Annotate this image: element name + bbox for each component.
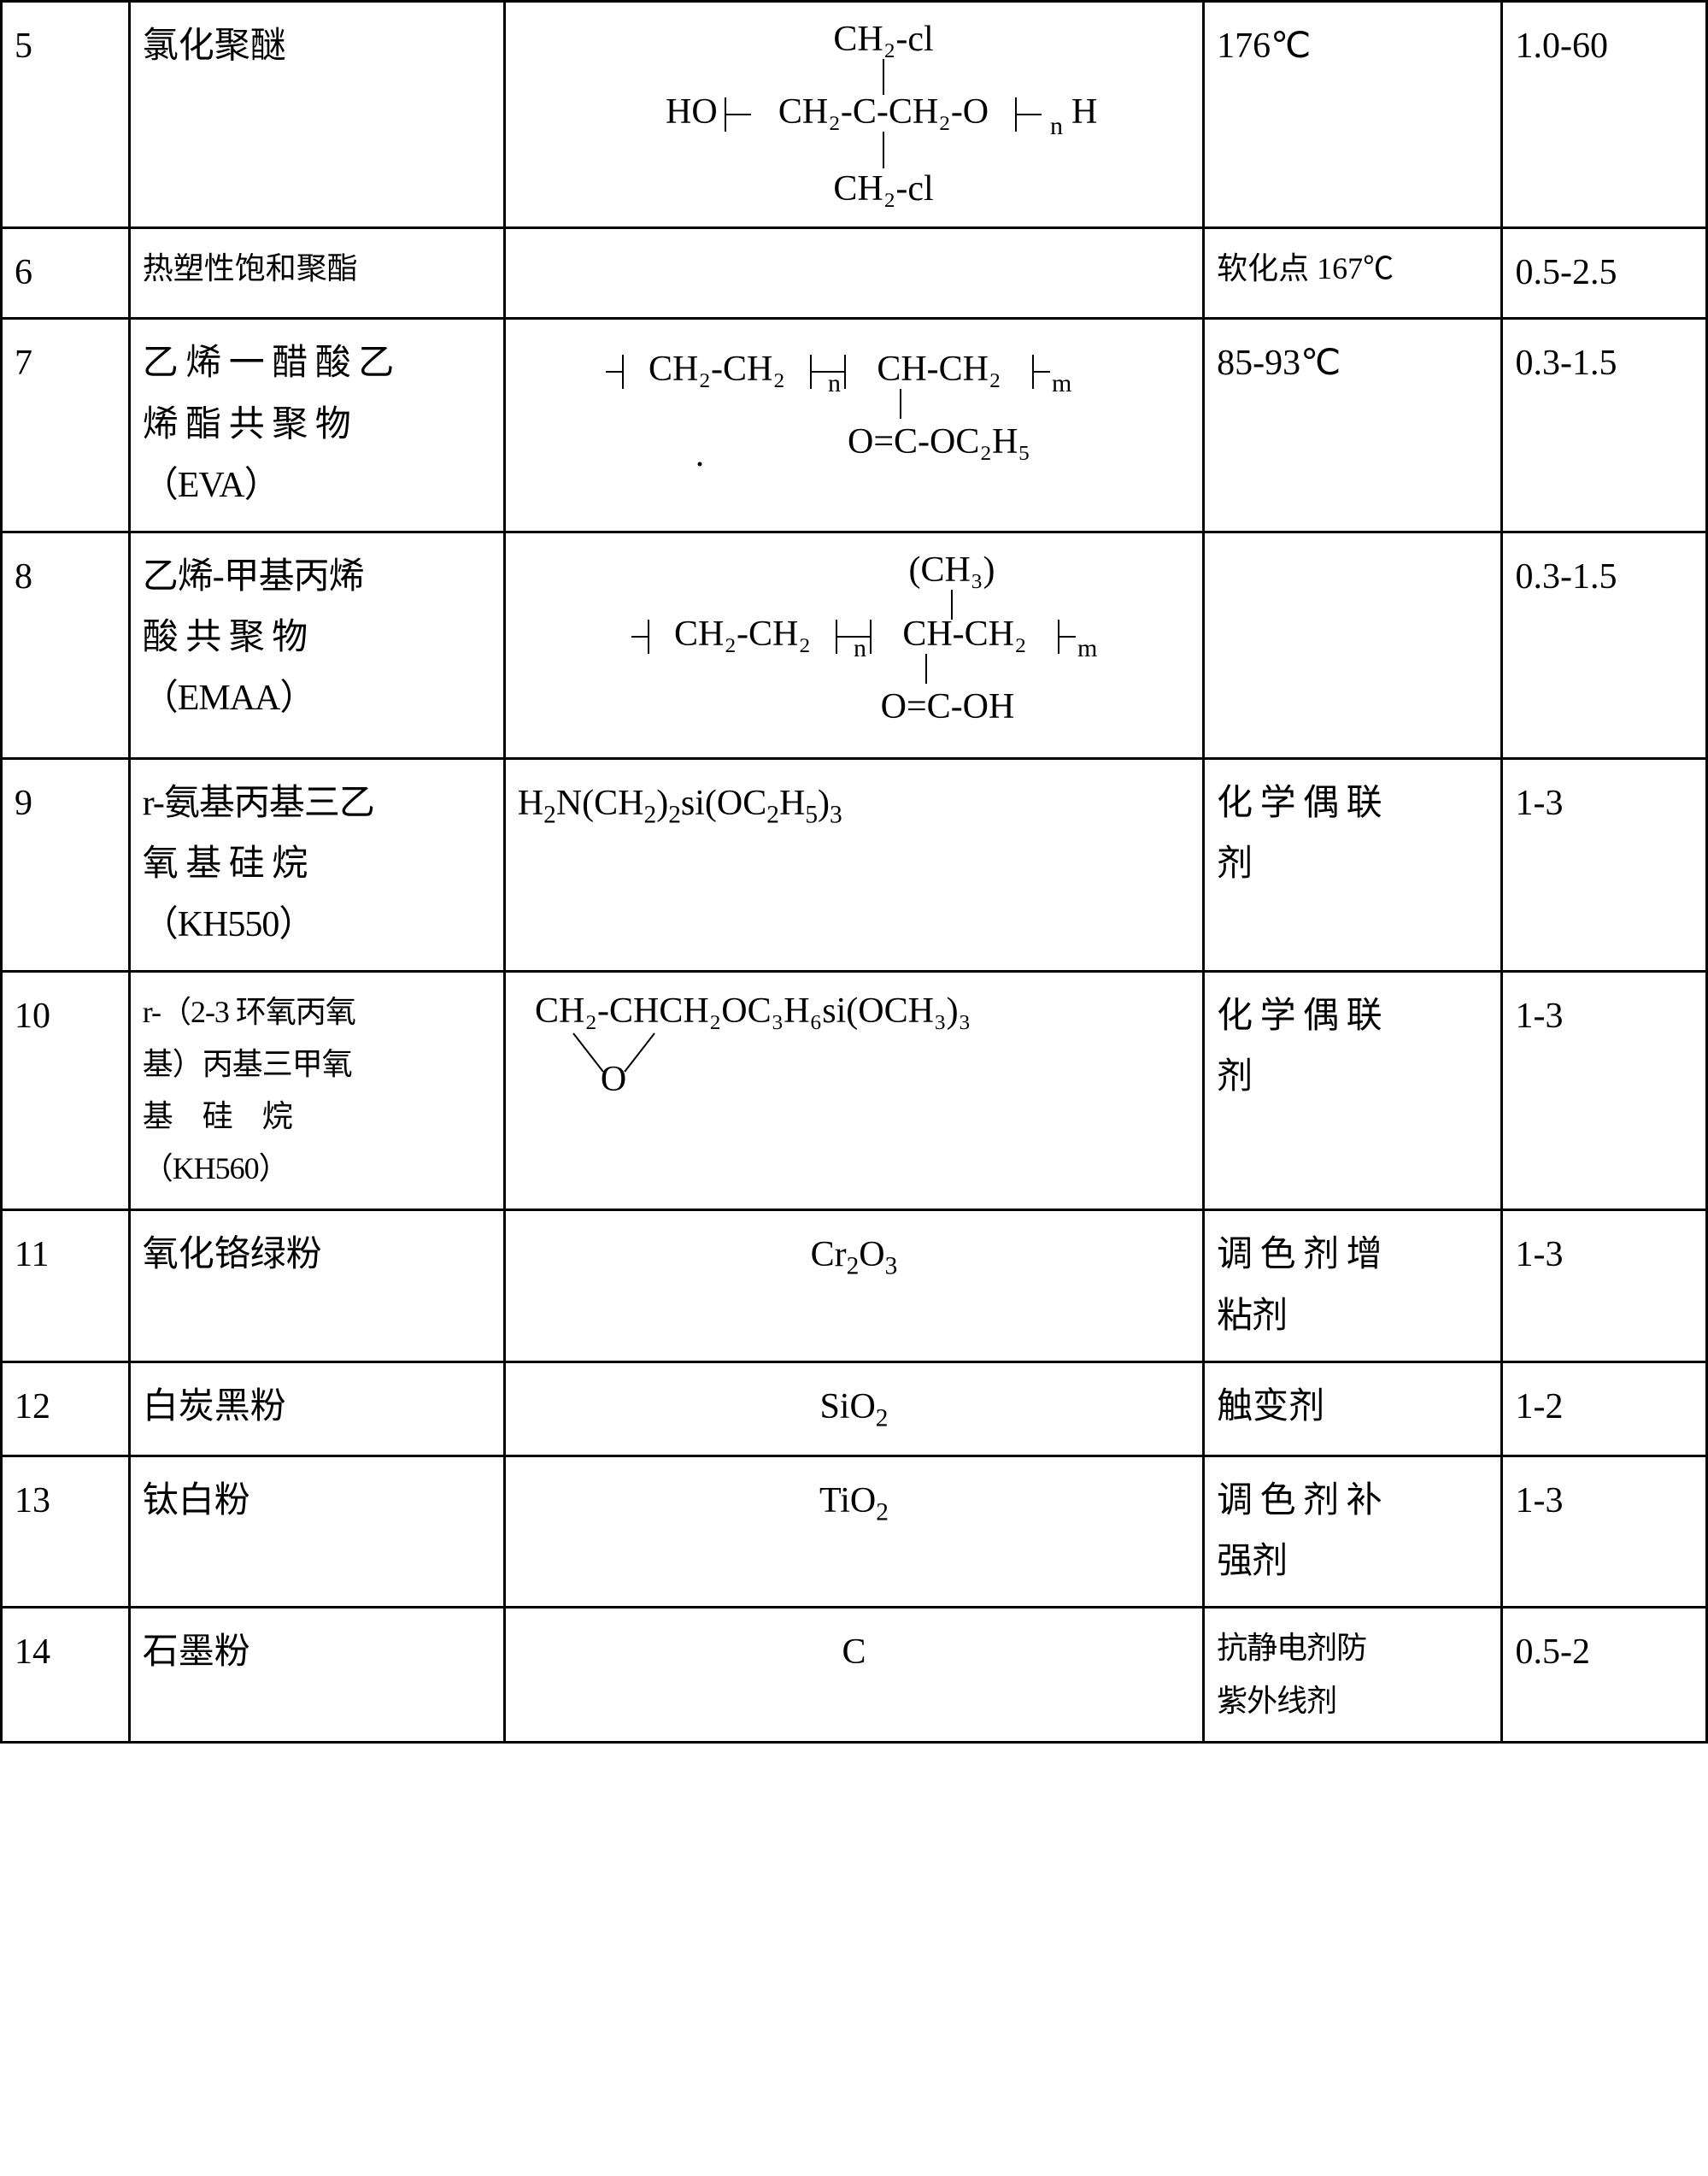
svg-text:HO: HO [666,92,718,132]
svg-text:(CH₃): (CH₃) [909,550,995,590]
cell-structure: Cr2O3 [504,1210,1203,1362]
cell-num: 7 [2,319,130,532]
materials-table: 5氯化聚醚CH₂-clHOCH₂-C-CH₂-OnHCH₂-cl176℃1.0-… [0,0,1708,1744]
table-row: 13钛白粉TiO2调 色 剂 补强剂1-3 [2,1456,1707,1608]
cell-property: 85-93℃ [1204,319,1502,532]
cell-name: 氧化铬绿粉 [129,1210,504,1362]
svg-text:CH-CH₂: CH-CH₂ [903,615,1027,654]
cell-ratio: 1.0-60 [1502,2,1707,228]
cell-num: 14 [2,1608,130,1742]
cell-num: 9 [2,758,130,971]
svg-text:.: . [696,435,705,474]
svg-text:m: m [1077,634,1097,662]
cell-name: r-氨基丙基三乙氧 基 硅 烷（KH550） [129,758,504,971]
cell-name: 热塑性饱和聚酯 [129,228,504,319]
table-row: 12白炭黑粉SiO2触变剂1-2 [2,1362,1707,1456]
cell-property: 软化点 167℃ [1204,228,1502,319]
table-row: 5氯化聚醚 CH₂-cl HO CH₂-C-CH₂-O nH CH₂-cl 176℃1.0-… [2,2,1707,228]
table-row: 10r-（2-3 环氧丙氧基）丙基三甲氧基 硅 烷（KH560）CH₂-CHCH… [2,971,1707,1210]
cell-property: 调 色 剂 补强剂 [1204,1456,1502,1608]
cell-ratio: 0.5-2 [1502,1608,1707,1742]
table-row: 14石墨粉C抗静电剂防紫外线剂0.5-2 [2,1608,1707,1742]
svg-text:CH-CH₂: CH-CH₂ [877,350,1001,389]
structure-svg-row10: CH₂-CHCH₂OC₃H₆si(OCH₃)₃ O [526,986,1159,1097]
cell-structure: CH₂-CH₂ n CH-CH₂ m O=C-OC₂H₅. [504,319,1203,532]
cell-structure: (CH₃) CH₂-CH₂ n CH-CH₂ m O=C-OH [504,532,1203,758]
svg-text:CH₂-CHCH₂OC₃H₆si(OCH₃)₃: CH₂-CHCH₂OC₃H₆si(OCH₃)₃ [535,991,971,1031]
cell-property: 化 学 偶 联剂 [1204,971,1502,1210]
structure-svg-row8: (CH₃) CH₂-CH₂ n CH-CH₂ m O=C-OH [546,547,1161,744]
svg-text:n: n [828,369,841,397]
svg-text:CH₂-CH₂: CH₂-CH₂ [649,350,785,389]
structure-svg-row5: CH₂-cl HO CH₂-C-CH₂-O nH CH₂-cl [589,16,1118,213]
cell-property [1204,532,1502,758]
cell-property: 抗静电剂防紫外线剂 [1204,1608,1502,1742]
cell-num: 6 [2,228,130,319]
table-row: 9r-氨基丙基三乙氧 基 硅 烷（KH550）H2N(CH2)2si(OC2H5… [2,758,1707,971]
cell-name: 乙烯-甲基丙烯酸 共 聚 物（EMAA） [129,532,504,758]
table-row: 7乙 烯 一 醋 酸 乙烯 酯 共 聚 物（EVA） CH₂-CH₂ n CH-CH₂… [2,319,1707,532]
svg-text:n: n [854,634,866,662]
cell-num: 8 [2,532,130,758]
cell-property: 调 色 剂 增粘剂 [1204,1210,1502,1362]
cell-ratio: 1-3 [1502,1456,1707,1608]
cell-name: 氯化聚醚 [129,2,504,228]
cell-num: 13 [2,1456,130,1608]
cell-structure: CH₂-cl HO CH₂-C-CH₂-O nH CH₂-cl [504,2,1203,228]
cell-ratio: 1-3 [1502,1210,1707,1362]
cell-structure: TiO2 [504,1456,1203,1608]
cell-property: 176℃ [1204,2,1502,228]
cell-structure: CH₂-CHCH₂OC₃H₆si(OCH₃)₃ O [504,971,1203,1210]
cell-ratio: 1-2 [1502,1362,1707,1456]
cell-structure [504,228,1203,319]
cell-name: 石墨粉 [129,1608,504,1742]
cell-ratio: 1-3 [1502,758,1707,971]
table-row: 6热塑性饱和聚酯 软化点 167℃0.5-2.5 [2,228,1707,319]
cell-num: 5 [2,2,130,228]
cell-num: 10 [2,971,130,1210]
cell-structure: H2N(CH2)2si(OC2H5)3 [504,758,1203,971]
cell-structure: SiO2 [504,1362,1203,1456]
cell-ratio: 0.3-1.5 [1502,532,1707,758]
svg-text:O: O [601,1060,626,1097]
cell-num: 12 [2,1362,130,1456]
cell-name: 钛白粉 [129,1456,504,1608]
cell-num: 11 [2,1210,130,1362]
structure-svg-row7: CH₂-CH₂ n CH-CH₂ m O=C-OC₂H₅. [546,333,1161,487]
svg-text:O=C-OC₂H₅: O=C-OC₂H₅ [848,422,1030,462]
svg-text:O=C-OH: O=C-OH [881,687,1015,726]
cell-name: 白炭黑粉 [129,1362,504,1456]
svg-text:CH₂-C-CH₂-O: CH₂-C-CH₂-O [778,92,989,132]
cell-ratio: 1-3 [1502,971,1707,1210]
table-row: 8乙烯-甲基丙烯酸 共 聚 物（EMAA） (CH₃) CH₂-CH₂ n CH-CH₂… [2,532,1707,758]
svg-text:m: m [1052,369,1071,397]
svg-text:H: H [1071,92,1097,132]
svg-text:CH₂-cl: CH₂-cl [834,169,934,209]
cell-name: 乙 烯 一 醋 酸 乙烯 酯 共 聚 物（EVA） [129,319,504,532]
table-row: 11氧化铬绿粉Cr2O3调 色 剂 增粘剂1-3 [2,1210,1707,1362]
svg-text:CH₂-CH₂: CH₂-CH₂ [674,615,811,654]
cell-name: r-（2-3 环氧丙氧基）丙基三甲氧基 硅 烷（KH560） [129,971,504,1210]
cell-ratio: 0.3-1.5 [1502,319,1707,532]
cell-ratio: 0.5-2.5 [1502,228,1707,319]
cell-property: 化 学 偶 联剂 [1204,758,1502,971]
cell-structure: C [504,1608,1203,1742]
svg-text:n: n [1050,112,1063,140]
svg-text:CH₂-cl: CH₂-cl [834,20,934,59]
cell-property: 触变剂 [1204,1362,1502,1456]
